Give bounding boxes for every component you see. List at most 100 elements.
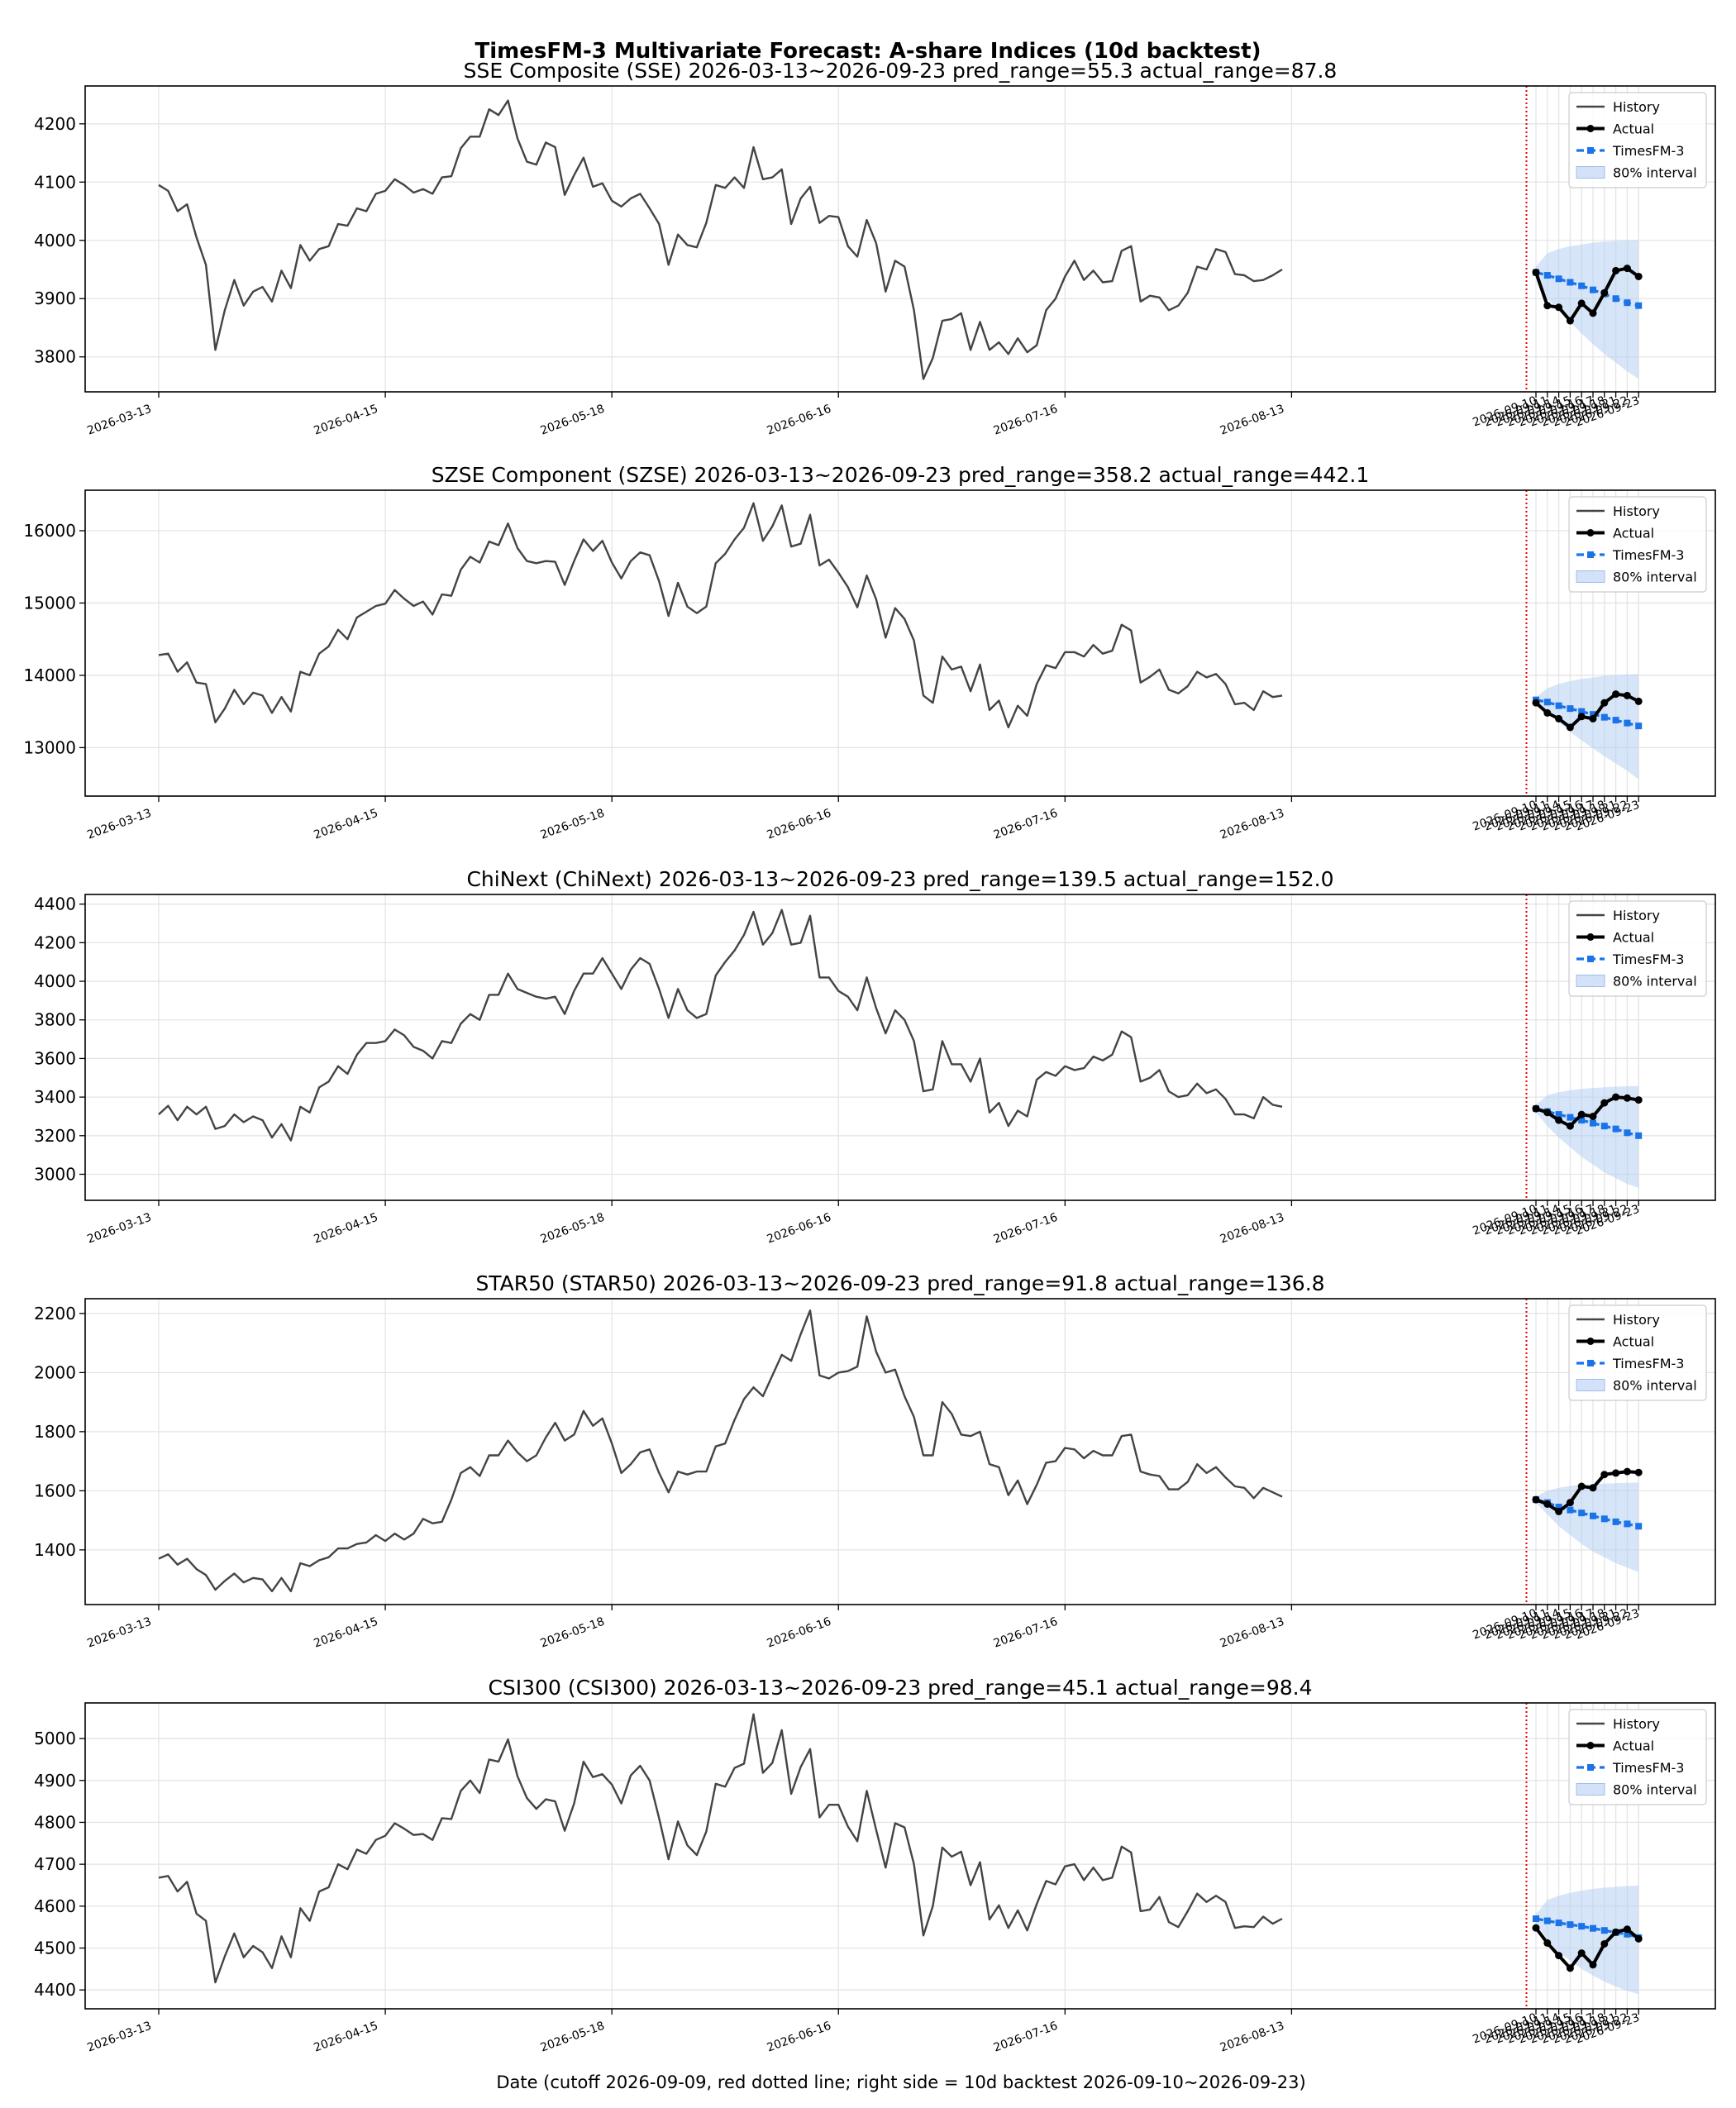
chart-panel-1: SZSE Component (SZSE) 2026-03-13~2026-09… [23, 463, 1716, 842]
x-tick-label: 2026-05-18 [539, 1615, 607, 1651]
axes-frame [84, 894, 1716, 1201]
forecast-point [1543, 272, 1551, 279]
y-tick-label: 13000 [23, 737, 76, 757]
y-tick-label: 1800 [34, 1422, 76, 1442]
actual-point [1600, 699, 1609, 707]
legend-label: 80% interval [1613, 1782, 1697, 1798]
legend-label: Actual [1613, 1334, 1654, 1350]
forecast-point [1578, 1117, 1586, 1124]
forecast-point [1600, 1927, 1608, 1934]
forecast-point [1543, 1917, 1551, 1924]
forecast-point [1578, 1923, 1586, 1930]
actual-point [1623, 1467, 1631, 1476]
legend-forecast-marker [1587, 1360, 1594, 1366]
y-tick-label: 4100 [34, 172, 76, 192]
actual-point [1566, 1122, 1574, 1130]
forecast-point [1624, 299, 1631, 307]
actual-point [1612, 1469, 1620, 1477]
axes-frame [84, 1298, 1716, 1605]
y-tick-label: 3200 [34, 1126, 76, 1146]
panel-title: STAR50 (STAR50) 2026-03-13~2026-09-23 pr… [475, 1271, 1324, 1295]
legend-interval-swatch [1576, 975, 1605, 987]
axes-frame [84, 85, 1716, 393]
forecast-point [1567, 1506, 1574, 1514]
x-tick-label: 2026-08-13 [1219, 807, 1286, 842]
forecast-point [1567, 1921, 1574, 1929]
legend-label: TimesFM-3 [1612, 547, 1684, 563]
actual-point [1634, 272, 1643, 280]
y-tick-label: 4000 [34, 231, 76, 250]
actual-point [1612, 1928, 1620, 1936]
grid [85, 894, 1715, 1200]
actual-point [1623, 691, 1631, 699]
plot-area [158, 1299, 1643, 1605]
actual-point [1532, 1104, 1540, 1113]
actual-point [1532, 1924, 1540, 1932]
actual-point [1600, 1471, 1609, 1479]
legend-label: Actual [1613, 122, 1654, 137]
chart-panel-3: STAR50 (STAR50) 2026-03-13~2026-09-23 pr… [34, 1271, 1716, 1651]
legend-actual-marker [1586, 125, 1595, 132]
panel-title: CSI300 (CSI300) 2026-03-13~2026-09-23 pr… [488, 1676, 1312, 1700]
forecast-point [1612, 1125, 1619, 1133]
y-tick-label: 4400 [34, 1980, 76, 2000]
legend-actual-marker [1586, 529, 1595, 537]
forecast-line [1535, 270, 1639, 308]
x-tick-label: 2026-05-18 [539, 807, 607, 842]
x-tick-label: 2026-07-16 [992, 1211, 1060, 1247]
y-tick-label: 3900 [34, 289, 76, 308]
forecast-point [1590, 711, 1596, 718]
legend-label: History [1613, 1312, 1660, 1328]
x-tick-label: 2026-06-16 [765, 807, 833, 842]
y-tick-label: 3600 [34, 1048, 76, 1068]
actual-point [1600, 1099, 1609, 1107]
actual-point [1623, 265, 1631, 273]
legend-actual-marker [1586, 933, 1595, 941]
figure-title: TimesFM-3 Multivariate Forecast: A-share… [475, 39, 1261, 64]
y-tick-label: 4000 [34, 971, 76, 991]
actual-point [1566, 317, 1574, 325]
actual-point [1612, 1093, 1620, 1101]
y-tick-label: 5000 [34, 1729, 76, 1748]
actual-point [1555, 714, 1563, 723]
grid [85, 1299, 1715, 1605]
legend-label: TimesFM-3 [1612, 1356, 1684, 1371]
forecast-point [1600, 1123, 1608, 1130]
forecast-point [1555, 1920, 1562, 1927]
x-tick-label: 2026-03-13 [85, 1211, 153, 1247]
forecast-point [1600, 1515, 1608, 1523]
y-tick-label: 15000 [23, 593, 76, 613]
forecast-point [1624, 1129, 1631, 1137]
interval-band [1536, 674, 1639, 780]
forecast-point [1567, 705, 1574, 713]
x-tick-label: 2026-07-16 [992, 807, 1060, 842]
legend: History Actual TimesFM-3 80% interval [1568, 1709, 1707, 1805]
history-line [158, 1713, 1283, 1984]
panel-title: ChiNext (ChiNext) 2026-03-13~2026-09-23 … [466, 867, 1333, 891]
y-tick-label: 4500 [34, 1939, 76, 1958]
legend-label: TimesFM-3 [1612, 1760, 1684, 1776]
y-tick-label: 3000 [34, 1164, 76, 1184]
chart-panel-4: CSI300 (CSI300) 2026-03-13~2026-09-23 pr… [34, 1676, 1716, 2055]
forecast-point [1533, 1915, 1539, 1923]
actual-point [1634, 1096, 1643, 1104]
actual-point [1543, 1939, 1552, 1947]
actual-point [1532, 699, 1540, 707]
actual-point [1577, 1482, 1586, 1490]
actual-point [1589, 714, 1597, 723]
x-tick-label: 2026-04-15 [312, 1211, 380, 1247]
forecast-point [1555, 702, 1562, 709]
legend-box [1568, 1709, 1707, 1805]
actual-point [1566, 1499, 1574, 1507]
actual-point [1532, 269, 1540, 277]
chart-panel-2: ChiNext (ChiNext) 2026-03-13~2026-09-23 … [34, 867, 1716, 1247]
forecast-point [1612, 717, 1619, 724]
forecast-point [1578, 282, 1586, 289]
actual-point [1589, 1961, 1597, 1969]
actual-point [1612, 690, 1620, 699]
chart-panels: SSE Composite (SSE) 2026-03-13~2026-09-2… [23, 59, 1716, 2055]
interval-band [1536, 1482, 1639, 1572]
x-tick-label: 2026-07-16 [992, 403, 1060, 438]
legend-forecast-marker [1587, 551, 1594, 558]
legend-label: TimesFM-3 [1612, 951, 1684, 967]
